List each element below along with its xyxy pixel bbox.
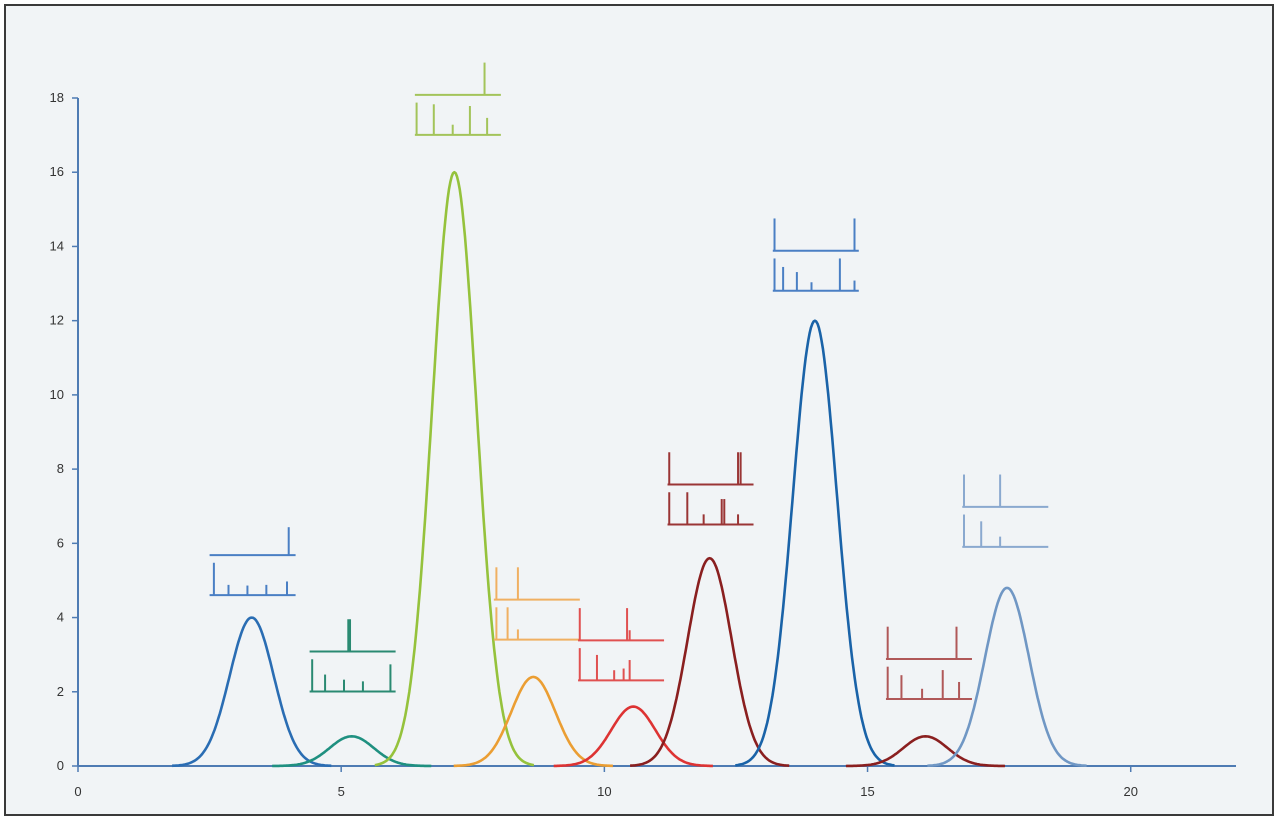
- peak-curve-7: [735, 319, 895, 767]
- peak-curve-9: [927, 586, 1087, 767]
- y-tick-label: 8: [57, 461, 64, 476]
- spectrum-inset-4: [493, 567, 580, 641]
- spectrum-insets: [209, 62, 1049, 700]
- axes: 0 2 4 6 8 10 12 14 16 18 0 5 10 15 20: [50, 90, 1236, 799]
- spectrum-inset-6: [667, 452, 754, 526]
- spectrum-inset-2: [309, 619, 396, 693]
- spectrum-inset-8: [885, 626, 972, 700]
- y-tick-label: 6: [57, 535, 64, 550]
- spectrum-inset-3: [414, 62, 501, 136]
- x-tick-label: 10: [597, 784, 611, 799]
- x-tick-label: 0: [74, 784, 81, 799]
- y-tick-label: 14: [50, 238, 64, 253]
- x-tick-label: 20: [1123, 784, 1137, 799]
- x-tick-label: 5: [338, 784, 345, 799]
- y-tick-label: 16: [50, 164, 64, 179]
- peak-curve-3: [374, 170, 535, 767]
- y-tick-label: 4: [57, 610, 64, 625]
- peak-curve-2: [272, 735, 432, 768]
- y-tick-label: 18: [50, 90, 64, 105]
- spectrum-inset-9: [962, 474, 1049, 548]
- peak-curve-4: [453, 675, 613, 768]
- x-tick-label: 15: [860, 784, 874, 799]
- spectrum-inset-7: [772, 218, 859, 292]
- y-tick-label: 10: [50, 387, 64, 402]
- peak-curve-1: [172, 616, 332, 768]
- peak-curve-6: [630, 556, 790, 767]
- peak-curve-8: [845, 735, 1006, 768]
- peak-curve-5: [553, 705, 713, 768]
- peak-curves: [172, 170, 1087, 768]
- spectrum-inset-5: [578, 608, 665, 682]
- spectrum-inset-1: [209, 527, 296, 597]
- y-tick-label: 12: [50, 313, 64, 328]
- y-tick-label: 0: [57, 758, 64, 773]
- y-tick-label: 2: [57, 684, 64, 699]
